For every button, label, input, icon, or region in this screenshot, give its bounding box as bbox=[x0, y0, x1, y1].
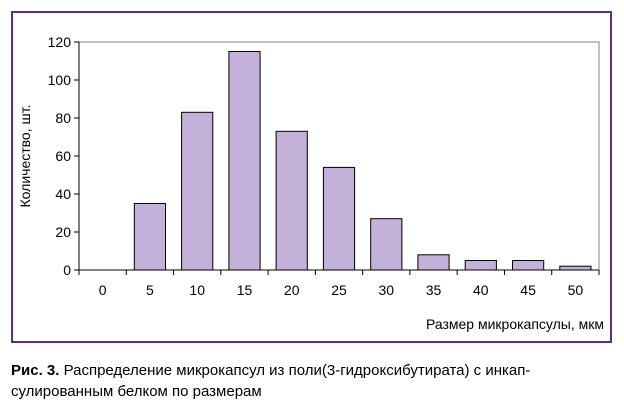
y-tick-label: 40 bbox=[55, 186, 71, 202]
y-tick-label: 120 bbox=[48, 34, 72, 50]
bar-chart: 0 20 40 60 80 100 120 0 5 10 15 20 25 30 35 40 45 50 Кол… bbox=[17, 34, 604, 332]
bar-15 bbox=[228, 51, 261, 271]
x-tick-label: 35 bbox=[426, 282, 442, 298]
caption-text-line1: Распределение микрокапсул из поли(3-гидр… bbox=[63, 362, 531, 379]
y-axis-title: Количество, шт. bbox=[17, 105, 33, 208]
bar-45 bbox=[512, 260, 545, 271]
y-tick-label: 60 bbox=[55, 148, 71, 164]
y-tick-label: 100 bbox=[48, 72, 72, 88]
x-axis: 0 5 10 15 20 25 30 35 40 45 50 bbox=[78, 269, 600, 298]
y-tick-label: 80 bbox=[55, 110, 71, 126]
x-tick-label: 25 bbox=[331, 282, 347, 298]
x-tick-label: 10 bbox=[189, 282, 205, 298]
x-tick-label: 30 bbox=[379, 282, 395, 298]
bar-20 bbox=[275, 130, 308, 271]
bar-5 bbox=[133, 203, 167, 271]
x-tick-label: 40 bbox=[473, 282, 489, 298]
bar-25 bbox=[322, 166, 356, 271]
figure-caption: Рис. 3. Распределение микрокапсул из пол… bbox=[11, 360, 613, 402]
bar-10 bbox=[181, 111, 214, 271]
y-tick-label: 0 bbox=[63, 262, 71, 278]
bar-35 bbox=[417, 254, 450, 271]
x-tick-label: 5 bbox=[146, 282, 154, 298]
caption-text-line2: сулированным белком по размерам bbox=[11, 383, 262, 400]
chart-frame bbox=[11, 11, 612, 343]
bar-30 bbox=[370, 218, 403, 271]
x-axis-title: Размер микрокапсулы, мкм bbox=[426, 316, 604, 332]
y-axis: 0 20 40 60 80 100 120 bbox=[48, 34, 80, 278]
y-tick-label: 20 bbox=[55, 224, 71, 240]
x-tick-label: 0 bbox=[99, 282, 107, 298]
bar-50 bbox=[559, 265, 592, 271]
caption-label: Рис. 3. bbox=[11, 362, 60, 379]
x-tick-label: 20 bbox=[284, 282, 300, 298]
x-tick-label: 15 bbox=[237, 282, 253, 298]
bar-40 bbox=[464, 260, 497, 271]
x-tick-label: 45 bbox=[520, 282, 536, 298]
x-tick-label: 50 bbox=[568, 282, 584, 298]
